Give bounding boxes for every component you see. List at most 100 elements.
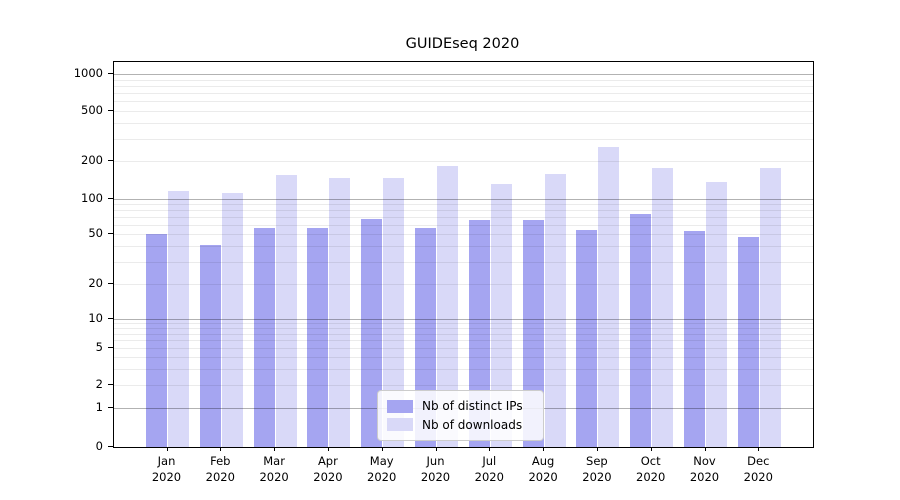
y-tick-mark [108, 197, 113, 199]
gridline-5 [114, 348, 813, 350]
legend-item-distinct-ips: Nb of distinct IPs [387, 399, 534, 413]
bar-downloads-mar [275, 175, 297, 447]
gridline-700 [114, 93, 813, 95]
gridline-100 [114, 198, 813, 200]
gridline-600 [114, 101, 813, 103]
bar-ips-apr [307, 228, 329, 447]
x-tick-mark [327, 447, 329, 451]
bar-downloads-aug [544, 174, 566, 447]
x-tick-mark [435, 447, 437, 451]
gridline-40 [114, 246, 813, 248]
gridline-6 [114, 340, 813, 342]
gridline-800 [114, 86, 813, 88]
x-tick-label: Nov 2020 [689, 454, 720, 484]
y-tick-mark [108, 446, 113, 447]
x-tick-label: Jan 2020 [151, 454, 182, 484]
gridline-30 [114, 261, 813, 263]
bar-downloads-sep [598, 146, 620, 447]
y-tick-label: 20 [88, 275, 103, 290]
bar-ips-mar [253, 227, 275, 447]
gridline-9 [114, 323, 813, 325]
gridline-10 [114, 318, 813, 320]
gridline-4 [114, 357, 813, 359]
gridline-3 [114, 368, 813, 370]
y-tick-label: 2 [95, 377, 103, 391]
y-tick-label: 200 [81, 152, 103, 167]
y-tick-mark [108, 282, 113, 284]
x-tick-mark [596, 447, 598, 451]
bar-downloads-dec [759, 167, 781, 447]
y-tick-mark [108, 317, 113, 319]
bar-ips-oct [630, 214, 652, 447]
y-tick-label: 50 [88, 226, 103, 241]
gridline-50 [114, 234, 813, 236]
bar-ips-sep [576, 230, 598, 447]
gridline-7 [114, 333, 813, 335]
legend-label-distinct-ips: Nb of distinct IPs [422, 399, 523, 414]
y-tick-label: 100 [81, 190, 103, 205]
x-tick-mark [489, 447, 491, 451]
legend-swatch-downloads [387, 418, 413, 432]
y-tick-label: 500 [81, 103, 103, 117]
gridline-80 [114, 210, 813, 212]
bar-downloads-feb [221, 192, 243, 447]
x-tick-label: Jun 2020 [420, 454, 451, 484]
x-tick-label: Mar 2020 [259, 454, 289, 484]
bar-downloads-may [383, 177, 405, 447]
gridline-300 [114, 138, 813, 140]
bar-ips-may [361, 219, 383, 447]
bar-downloads-jan [168, 191, 189, 447]
x-tick-mark [381, 447, 383, 451]
y-tick-mark [108, 406, 113, 408]
x-tick-mark [650, 447, 652, 451]
bar-downloads-nov [706, 181, 727, 447]
x-tick-label: Dec 2020 [743, 454, 773, 484]
y-tick-mark [108, 347, 113, 349]
x-tick-label: Aug 2020 [528, 454, 558, 484]
y-tick-label: 1 [95, 399, 103, 414]
gridline-500 [114, 111, 813, 112]
x-tick-mark [166, 447, 168, 451]
x-tick-mark [704, 447, 706, 451]
bar-ips-dec [737, 236, 759, 447]
x-tick-label: Sep 2020 [582, 454, 612, 484]
gridline-70 [114, 217, 813, 219]
x-tick-mark [543, 447, 545, 451]
y-tick-label: 10 [88, 310, 103, 325]
gridline-1000 [114, 74, 813, 76]
gridline-2 [114, 385, 813, 386]
bar-downloads-jul [490, 184, 512, 447]
gridline-90 [114, 204, 813, 206]
legend-swatch-distinct-ips [387, 399, 413, 413]
gridline-8 [114, 328, 813, 330]
y-tick-label: 0 [95, 439, 103, 453]
gridline-900 [114, 79, 813, 81]
bar-ips-nov [684, 231, 705, 447]
y-tick-label: 1000 [73, 66, 103, 81]
plot-area [113, 61, 814, 448]
y-tick-label: 5 [95, 340, 103, 355]
y-tick-mark [108, 159, 113, 161]
y-tick-mark [108, 233, 113, 235]
y-tick-mark [108, 73, 113, 75]
x-tick-label: May 2020 [367, 454, 397, 484]
legend-item-downloads: Nb of downloads [387, 418, 534, 432]
x-tick-label: Apr 2020 [313, 454, 343, 484]
legend-label-downloads: Nb of downloads [422, 417, 523, 432]
bar-downloads-apr [329, 178, 351, 447]
bar-downloads-oct [652, 167, 674, 447]
x-tick-mark [274, 447, 276, 451]
gridline-20 [114, 283, 813, 285]
x-tick-label: Oct 2020 [636, 454, 666, 484]
gridline-400 [114, 123, 813, 125]
bar-downloads-jun [437, 165, 458, 447]
bar-ips-feb [199, 245, 221, 447]
gridline-60 [114, 224, 813, 226]
bar-ips-jan [146, 234, 167, 447]
x-tick-label: Jul 2020 [474, 454, 504, 484]
gridline-200 [114, 160, 813, 162]
legend: Nb of distinct IPs Nb of downloads [377, 390, 544, 441]
y-tick-mark [108, 384, 113, 385]
chart-title: GUIDEseq 2020 [405, 36, 520, 52]
